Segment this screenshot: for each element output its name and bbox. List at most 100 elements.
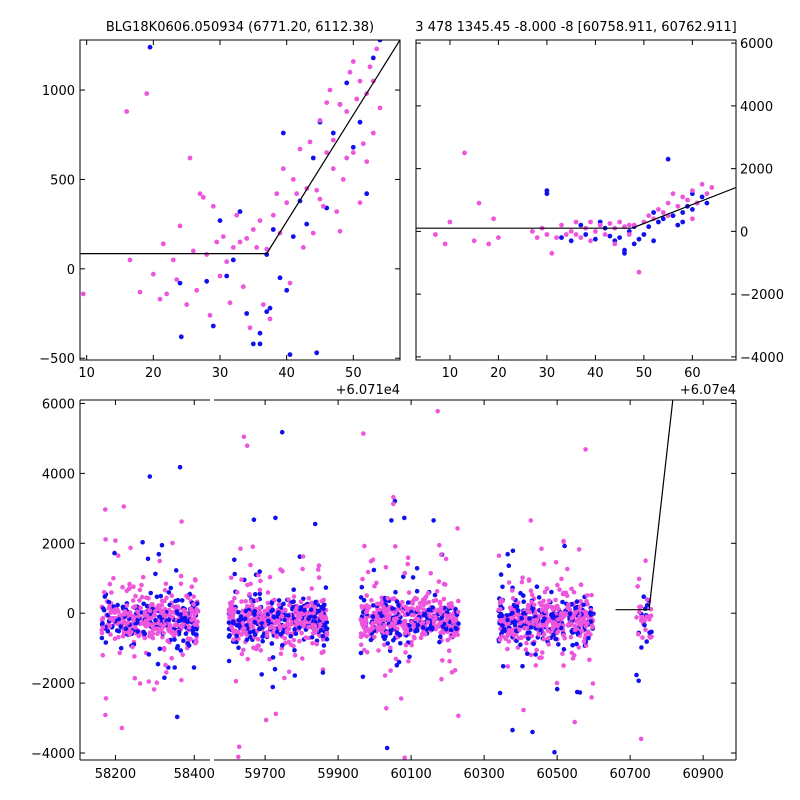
data-point-pink (143, 623, 149, 629)
data-point-blue (607, 233, 613, 239)
y-tick-label: 2000 (740, 163, 773, 178)
y-tick-label: 2000 (42, 537, 75, 552)
data-point-pink (561, 539, 566, 545)
data-point-pink (242, 626, 247, 631)
data-point-pink (546, 642, 551, 647)
data-point-pink (226, 607, 232, 612)
data-point-blue (257, 341, 263, 347)
data-point-pink (189, 584, 195, 589)
data-point-pink (107, 623, 113, 629)
data-point-blue (173, 568, 179, 573)
data-point-pink (192, 577, 198, 582)
data-point-blue (415, 622, 421, 628)
data-point-blue (538, 627, 543, 633)
x-tick-label: 58400 (174, 767, 215, 782)
data-point-blue (574, 689, 580, 695)
data-point-pink (280, 166, 286, 172)
data-point-pink (643, 627, 648, 632)
data-point-blue (527, 616, 532, 621)
data-point-pink (214, 239, 220, 245)
data-point-pink (426, 590, 431, 596)
data-point-pink (588, 632, 593, 637)
data-point-pink (174, 277, 180, 282)
data-point-pink (124, 603, 130, 608)
data-point-pink (163, 581, 169, 587)
model-line (615, 400, 674, 611)
data-point-pink (138, 605, 143, 611)
data-point-pink (607, 221, 613, 226)
data-point-pink (347, 69, 353, 75)
chart-title: BLG18K0606.050934 (6771.20, 6112.38) (106, 20, 374, 35)
data-point-pink (506, 628, 512, 633)
data-point-pink (192, 622, 197, 627)
data-point-pink (297, 638, 302, 644)
data-point-pink (617, 219, 622, 225)
data-point-pink (638, 618, 644, 623)
data-point-pink (177, 223, 183, 229)
data-point-pink (510, 596, 516, 601)
data-point-blue (162, 675, 167, 681)
data-point-pink (164, 291, 170, 297)
data-point-pink (400, 599, 405, 605)
data-point-blue (182, 615, 188, 621)
data-point-pink (362, 543, 367, 549)
data-point-pink (197, 191, 203, 197)
data-point-pink (420, 632, 426, 637)
data-point-pink (377, 105, 383, 111)
data-point-pink (565, 566, 570, 572)
data-point-pink (187, 637, 193, 642)
data-point-pink (130, 598, 136, 603)
data-point-pink (539, 546, 544, 551)
data-point-pink (417, 600, 423, 606)
data-point-pink (136, 613, 141, 619)
data-point-pink (437, 601, 443, 606)
data-point-blue (520, 663, 525, 669)
data-point-pink (559, 576, 564, 582)
data-point-blue (675, 222, 681, 228)
data-point-blue (135, 620, 140, 625)
data-point-pink (230, 245, 236, 250)
data-point-pink (269, 624, 274, 629)
data-point-blue (574, 599, 580, 604)
data-point-pink (506, 580, 512, 585)
data-point-blue (210, 323, 216, 329)
data-point-pink (704, 191, 710, 197)
data-point-pink (192, 611, 198, 616)
data-point-blue (390, 606, 395, 611)
data-point-pink (156, 604, 161, 610)
data-point-pink (300, 554, 306, 559)
data-point-pink (300, 656, 305, 661)
data-point-pink (324, 630, 330, 635)
data-point-blue (641, 232, 647, 237)
data-point-blue (405, 600, 411, 605)
data-point-blue (588, 619, 594, 624)
data-point-pink (131, 584, 136, 589)
data-point-blue (561, 647, 567, 652)
data-point-pink (286, 639, 292, 645)
data-point-pink (265, 606, 271, 611)
data-point-pink (264, 633, 270, 638)
data-point-pink (265, 590, 271, 595)
data-point-pink (449, 601, 454, 606)
data-point-blue (230, 619, 236, 624)
data-point-pink (648, 635, 653, 640)
y-tick-label: 0 (67, 607, 75, 622)
data-point-pink (130, 613, 136, 619)
data-points-segment-1 (99, 464, 201, 731)
data-point-blue (238, 614, 244, 619)
data-point-pink (117, 650, 122, 656)
data-point-blue (312, 521, 318, 527)
data-point-pink (344, 155, 350, 161)
data-point-pink (405, 561, 411, 567)
data-point-pink (239, 651, 245, 657)
data-point-pink (274, 191, 280, 197)
data-point-pink (568, 229, 574, 234)
data-point-blue (699, 194, 705, 200)
data-point-blue (166, 617, 172, 623)
data-point-pink (369, 597, 374, 603)
data-point-pink (127, 581, 132, 587)
data-point-blue (277, 275, 283, 281)
data-point-pink (553, 559, 559, 565)
data-point-blue (247, 630, 253, 635)
data-point-pink (578, 622, 584, 628)
